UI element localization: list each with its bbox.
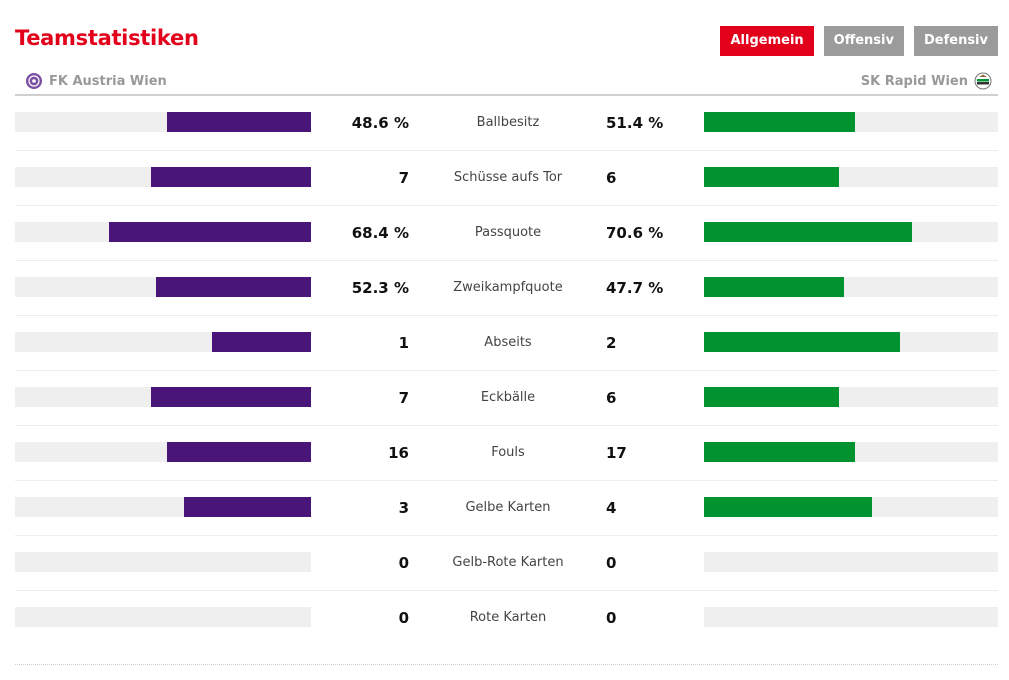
home-value: 1 <box>398 334 409 352</box>
away-bar <box>704 167 840 187</box>
stats-tabs: Allgemein Offensiv Defensiv <box>720 26 998 56</box>
home-bar-track <box>15 442 311 462</box>
home-bar-track <box>15 387 311 407</box>
home-value: 0 <box>398 609 409 627</box>
home-bar-track <box>15 112 311 132</box>
home-bar <box>151 387 311 407</box>
stat-row: 68.4 % Passquote 70.6 % <box>15 206 998 261</box>
home-bar-track <box>15 497 311 517</box>
home-value: 52.3 % <box>351 279 409 297</box>
away-value: 70.6 % <box>606 224 664 242</box>
page-title: Teamstatistiken <box>15 26 199 50</box>
stat-row: 0 Rote Karten 0 <box>15 591 998 645</box>
tab-defensiv[interactable]: Defensiv <box>913 26 998 56</box>
away-bar-track <box>704 442 998 462</box>
away-value: 47.7 % <box>606 279 664 297</box>
away-value: 4 <box>606 499 617 517</box>
away-bar-track <box>704 607 998 627</box>
away-bar <box>704 277 845 297</box>
stat-row: 16 Fouls 17 <box>15 426 998 481</box>
stat-row: 3 Gelbe Karten 4 <box>15 481 998 536</box>
team-header: FK Austria Wien SK Rapid Wien <box>15 68 998 96</box>
away-value: 0 <box>606 554 617 572</box>
home-team[interactable]: FK Austria Wien <box>25 72 167 90</box>
home-bar <box>108 222 311 242</box>
stat-label: Ballbesitz <box>476 115 540 130</box>
home-bar-track <box>15 332 311 352</box>
footer-divider <box>15 664 998 665</box>
away-bar <box>704 497 872 517</box>
away-bar-track <box>704 387 998 407</box>
stat-label: Schüsse aufs Tor <box>453 170 563 185</box>
home-bar <box>167 112 311 132</box>
home-bar <box>183 497 311 517</box>
austria-wien-crest-icon <box>26 73 42 89</box>
rapid-wien-crest-icon <box>974 72 992 90</box>
stat-row: 0 Gelb-Rote Karten 0 <box>15 536 998 591</box>
home-value: 0 <box>398 554 409 572</box>
away-bar-track <box>704 552 998 572</box>
stat-row: 7 Eckbälle 6 <box>15 371 998 426</box>
tab-allgemein[interactable]: Allgemein <box>720 26 814 56</box>
home-bar <box>212 332 311 352</box>
away-bar-track <box>704 497 998 517</box>
stat-label: Fouls <box>491 445 525 460</box>
away-bar-track <box>704 277 998 297</box>
away-bar <box>704 222 912 242</box>
home-bar-track <box>15 607 311 627</box>
away-team[interactable]: SK Rapid Wien <box>861 72 992 90</box>
away-value: 17 <box>606 444 627 462</box>
away-bar-track <box>704 332 998 352</box>
stat-row: 48.6 % Ballbesitz 51.4 % <box>15 96 998 151</box>
stats-list: 48.6 % Ballbesitz 51.4 % 7 Schüsse aufs … <box>15 96 998 645</box>
home-value: 16 <box>388 444 409 462</box>
home-bar-track <box>15 552 311 572</box>
stat-label: Gelb-Rote Karten <box>452 555 564 570</box>
stat-row: 7 Schüsse aufs Tor 6 <box>15 151 998 206</box>
stat-row: 1 Abseits 2 <box>15 316 998 371</box>
away-bar-track <box>704 112 998 132</box>
home-bar <box>151 167 311 187</box>
stat-label: Rote Karten <box>469 610 547 625</box>
stat-label: Gelbe Karten <box>465 500 551 515</box>
home-value: 68.4 % <box>351 224 409 242</box>
stat-label: Passquote <box>474 225 542 240</box>
away-bar-track <box>704 222 998 242</box>
home-value: 7 <box>398 169 409 187</box>
away-value: 6 <box>606 169 617 187</box>
home-value: 48.6 % <box>351 114 409 132</box>
stat-label: Zweikampfquote <box>453 280 563 295</box>
stat-label: Eckbälle <box>480 390 536 405</box>
home-bar <box>167 442 311 462</box>
away-bar <box>704 387 840 407</box>
home-value: 7 <box>398 389 409 407</box>
home-team-name: FK Austria Wien <box>49 73 167 89</box>
home-bar-track <box>15 167 311 187</box>
home-bar <box>156 277 311 297</box>
away-value: 0 <box>606 609 617 627</box>
away-value: 51.4 % <box>606 114 664 132</box>
away-bar <box>704 332 901 352</box>
away-bar <box>704 112 856 132</box>
away-value: 6 <box>606 389 617 407</box>
away-bar-track <box>704 167 998 187</box>
away-bar <box>704 442 856 462</box>
stat-label: Abseits <box>484 335 532 350</box>
home-bar-track <box>15 222 311 242</box>
home-bar-track <box>15 277 311 297</box>
stat-row: 52.3 % Zweikampfquote 47.7 % <box>15 261 998 316</box>
tab-offensiv[interactable]: Offensiv <box>823 26 904 56</box>
away-team-name: SK Rapid Wien <box>860 73 968 89</box>
home-value: 3 <box>398 499 409 517</box>
away-value: 2 <box>606 334 617 352</box>
